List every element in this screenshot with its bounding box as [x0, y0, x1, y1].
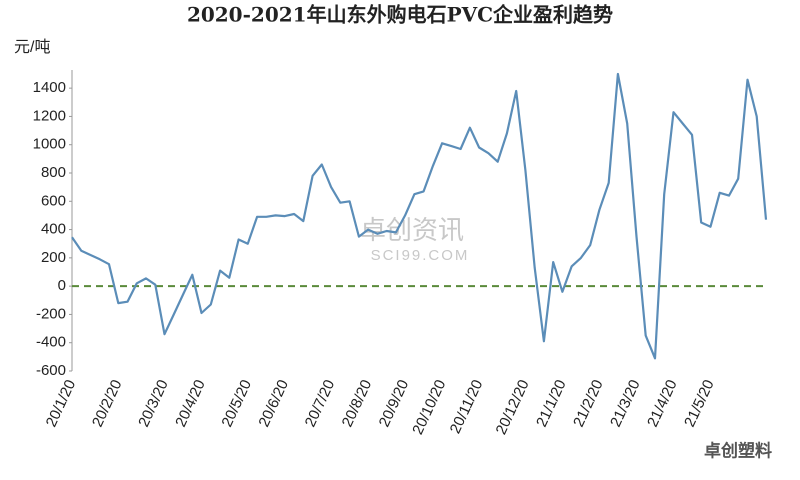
x-tick-label: 21/3/20 [607, 377, 644, 430]
y-tick-label: 0 [58, 277, 66, 294]
y-tick-label: -400 [36, 334, 66, 351]
y-axis-label: 元/吨 [14, 38, 50, 56]
y-tick-label: 800 [41, 164, 66, 181]
line [71, 72, 768, 360]
x-tick-label: 21/5/20 [681, 377, 718, 430]
y-tick-label: 1000 [33, 136, 66, 153]
x-tick-label: 20/6/20 [255, 377, 292, 430]
x-tick-label: 20/7/20 [302, 377, 339, 430]
y-tick-label: 400 [41, 221, 66, 238]
x-tick-label: 20/4/20 [172, 377, 209, 430]
watermark: SCI99.COM [371, 247, 470, 264]
chart-title: 2020-2021年山东外购电石PVC企业盈利趋势 [187, 3, 613, 27]
x-tick-label: 21/2/20 [570, 377, 607, 430]
x-tick-label: 20/10/20 [409, 377, 449, 437]
watermark: 卓创资讯 [360, 215, 464, 245]
y-tick-label: -200 [36, 305, 66, 322]
x-tick-label: 20/12/20 [493, 377, 533, 437]
x-tick-label: 20/9/20 [376, 377, 413, 430]
x-tick-label: 20/11/20 [447, 377, 487, 436]
y-tick-label: 1200 [33, 107, 66, 124]
y-tick-label: 200 [41, 249, 66, 266]
x-tick-label: 20/2/20 [89, 377, 126, 430]
x-tick-label: 21/4/20 [644, 377, 681, 430]
x-tick-label: 21/1/20 [533, 377, 570, 430]
x-tick-label: 20/1/20 [43, 377, 80, 430]
x-tick-label: 20/3/20 [135, 377, 172, 430]
y-tick-label: 1400 [33, 79, 66, 96]
x-tick-label: 20/5/20 [218, 377, 255, 430]
y-tick-label: -600 [36, 362, 66, 379]
x-tick-label: 20/8/20 [339, 377, 376, 430]
watermark: 卓创塑料 [704, 440, 772, 460]
y-tick-label: 600 [41, 192, 66, 209]
